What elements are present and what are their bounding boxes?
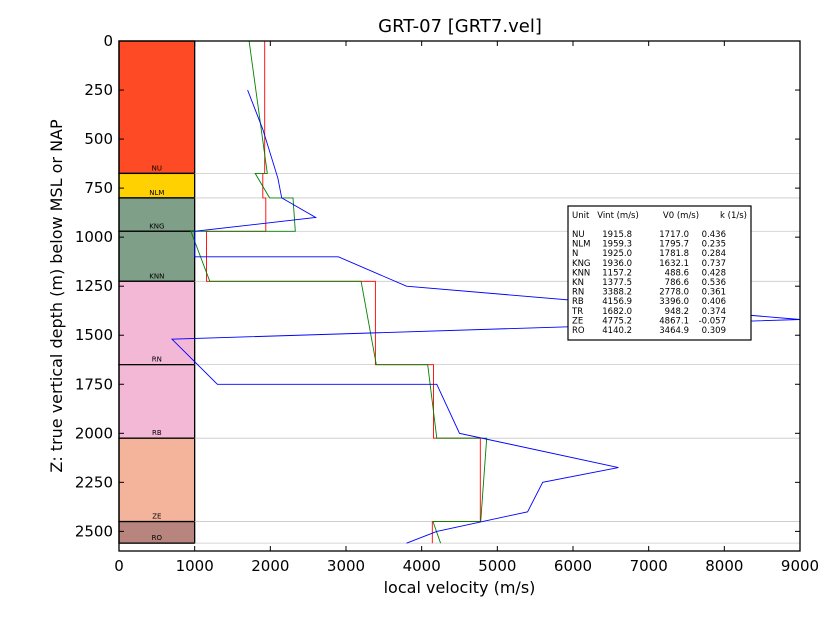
x-tick-label: 6000 <box>554 557 592 575</box>
stratigraphic-units: NU NLM KNG KNN RN RB ZE RO <box>118 40 196 544</box>
legend-cell: 1717.0 <box>659 230 689 240</box>
legend-cell: KNG <box>572 259 591 269</box>
legend-cell: N <box>572 249 578 259</box>
legend-cell: 4775.2 <box>602 316 632 326</box>
legend-cell: 1915.8 <box>602 230 632 240</box>
legend-cell: 3464.9 <box>659 326 689 336</box>
series-line-0 <box>206 41 481 544</box>
legend-cell: NLM <box>572 240 590 250</box>
legend-header-cell: Unit <box>572 211 590 221</box>
x-tick-label: 0 <box>114 557 124 575</box>
y-tick-label: 1000 <box>75 228 113 246</box>
legend-header-cell: Vint (m/s) <box>597 211 639 221</box>
legend-box <box>567 205 752 341</box>
unit-label-nu: NU <box>152 164 162 172</box>
unit-block-kng <box>118 197 196 232</box>
unit-block-knn <box>118 230 196 282</box>
legend-cell: 1781.8 <box>659 249 689 259</box>
y-tick-label: 750 <box>84 179 113 197</box>
legend-cell: 0.284 <box>702 249 726 259</box>
legend-cell: 786.6 <box>665 278 689 288</box>
unit-label-rn: RN <box>152 356 162 364</box>
y-tick-label: 0 <box>103 32 113 50</box>
unit-label-ze: ZE <box>152 513 161 521</box>
legend-cell: 0.309 <box>702 326 726 336</box>
legend-cell: ZE <box>572 316 583 326</box>
legend-header-cell: k (1/s) <box>720 211 747 221</box>
legend-cell: 0.428 <box>702 268 726 278</box>
x-tick-label: 9000 <box>781 557 819 575</box>
legend-cell: RB <box>572 297 584 307</box>
x-tick-label: 4000 <box>403 557 441 575</box>
y-tick-label: 1750 <box>75 375 113 393</box>
x-axis-ticks: 0 1000 2000 3000 4000 5000 6000 7000 8000 9000 <box>114 41 819 575</box>
y-tick-label: 2000 <box>75 424 113 442</box>
legend-cell: 948.2 <box>665 307 689 317</box>
legend-cell: 3396.0 <box>659 297 689 307</box>
legend-cell: 4156.9 <box>602 297 632 307</box>
x-tick-label: 2000 <box>251 557 289 575</box>
chart-title: GRT-07 [GRT7.vel] <box>378 16 542 37</box>
unit-block-rn <box>118 280 196 366</box>
x-tick-label: 5000 <box>478 557 516 575</box>
y-tick-label: 250 <box>84 81 113 99</box>
legend-cell: 0.406 <box>702 297 726 307</box>
legend-cell: 0.361 <box>702 288 726 298</box>
x-axis-label: local velocity (m/s) <box>384 578 536 597</box>
legend-cell: TR <box>571 307 583 317</box>
y-axis-label: Z: true vertical depth (m) below MSL or … <box>47 119 66 473</box>
legend-cell: 0.235 <box>702 240 726 250</box>
legend-cell: KNN <box>572 268 590 278</box>
y-tick-label: 2500 <box>75 522 113 540</box>
legend-cell: 4867.1 <box>659 316 689 326</box>
legend-cell: -0.057 <box>699 316 726 326</box>
legend-header-cell: V0 (m/s) <box>663 211 699 221</box>
y-tick-label: 1250 <box>75 277 113 295</box>
legend-cell: 0.436 <box>702 230 726 240</box>
legend-table: Unit Vint (m/s) V0 (m/s) k (1/s) NU 1915.8 171… <box>567 205 752 341</box>
unit-block-ze <box>118 437 196 523</box>
legend-cell: 0.737 <box>702 259 726 269</box>
plot-frame <box>118 40 801 552</box>
x-tick-label: 8000 <box>705 557 743 575</box>
unit-label-kng: KNG <box>149 222 164 230</box>
x-tick-label: 7000 <box>630 557 668 575</box>
unit-block-rb <box>118 364 196 439</box>
y-tick-label: 1500 <box>75 326 113 344</box>
legend-cell: RO <box>572 326 585 336</box>
legend-cell: NU <box>572 230 585 240</box>
y-axis-ticks: 0 250 500 750 1000 1250 1500 1750 2000 2250 2500 <box>75 32 800 540</box>
legend-cell: 0.374 <box>702 307 726 317</box>
legend-cell: 1632.1 <box>659 259 689 269</box>
legend-cell: 1157.2 <box>602 268 632 278</box>
legend-cell: RN <box>572 288 584 298</box>
unit-label-rb: RB <box>152 429 162 437</box>
legend-cell: 488.6 <box>665 268 689 278</box>
legend-cell: 1925.0 <box>602 249 632 259</box>
legend-cell: 0.536 <box>702 278 726 288</box>
legend-cell: 1936.0 <box>602 259 632 269</box>
y-tick-label: 2250 <box>75 473 113 491</box>
unit-label-nlm: NLM <box>149 189 164 197</box>
series-line-1 <box>190 40 488 544</box>
x-tick-label: 3000 <box>327 557 365 575</box>
unit-label-knn: KNN <box>149 272 164 280</box>
legend-cell: 3388.2 <box>602 288 632 298</box>
legend-cell: 1682.0 <box>602 307 632 317</box>
legend-cell: 4140.2 <box>602 326 632 336</box>
y-tick-label: 500 <box>84 130 113 148</box>
x-tick-label: 1000 <box>176 557 214 575</box>
legend-cell: 1377.5 <box>602 278 632 288</box>
legend-cell: 1959.3 <box>602 240 632 250</box>
unit-label-ro: RO <box>152 534 163 542</box>
legend-cell: 2778.0 <box>659 288 689 298</box>
legend-cell: 1795.7 <box>659 240 689 250</box>
unit-block-nu <box>118 40 196 175</box>
legend-cell: KN <box>572 278 584 288</box>
